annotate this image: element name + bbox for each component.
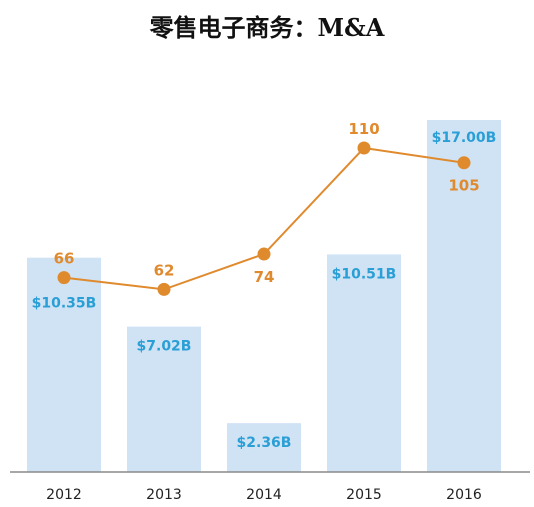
bar-2014 — [227, 423, 301, 472]
deal-count-label-2015: 110 — [348, 120, 379, 138]
chart-title: 零售电子商务：M&A — [149, 13, 385, 42]
x-tick-label-2015: 2015 — [346, 487, 382, 503]
deal-count-point-2015 — [357, 141, 371, 155]
x-tick-label-2014: 2014 — [246, 487, 282, 503]
deal-count-point-2013 — [157, 282, 171, 296]
bar-value-label-2014: $2.36B — [237, 435, 292, 451]
bar-value-label-2015: $10.51B — [332, 266, 397, 282]
bar-2015 — [327, 254, 401, 472]
x-tick-label-2012: 2012 — [46, 487, 82, 503]
deal-count-point-2014 — [257, 247, 271, 261]
x-tick-label-2013: 2013 — [146, 487, 182, 503]
bar-value-label-2013: $7.02B — [137, 339, 192, 355]
bar-2016 — [427, 120, 501, 472]
bar-value-label-2012: $10.35B — [32, 296, 97, 312]
deal-count-label-2012: 66 — [54, 250, 75, 268]
deal-count-point-2012 — [57, 271, 71, 285]
x-tick-label-2016: 2016 — [446, 487, 482, 503]
deal-count-label-2016: 105 — [448, 177, 479, 195]
deal-count-label-2013: 62 — [154, 261, 175, 279]
bar-2013 — [127, 326, 201, 472]
bar-2012 — [27, 257, 101, 472]
bar-value-label-2016: $17.00B — [432, 130, 497, 146]
deal-count-point-2016 — [457, 156, 471, 170]
deal-count-label-2014: 74 — [254, 268, 275, 286]
